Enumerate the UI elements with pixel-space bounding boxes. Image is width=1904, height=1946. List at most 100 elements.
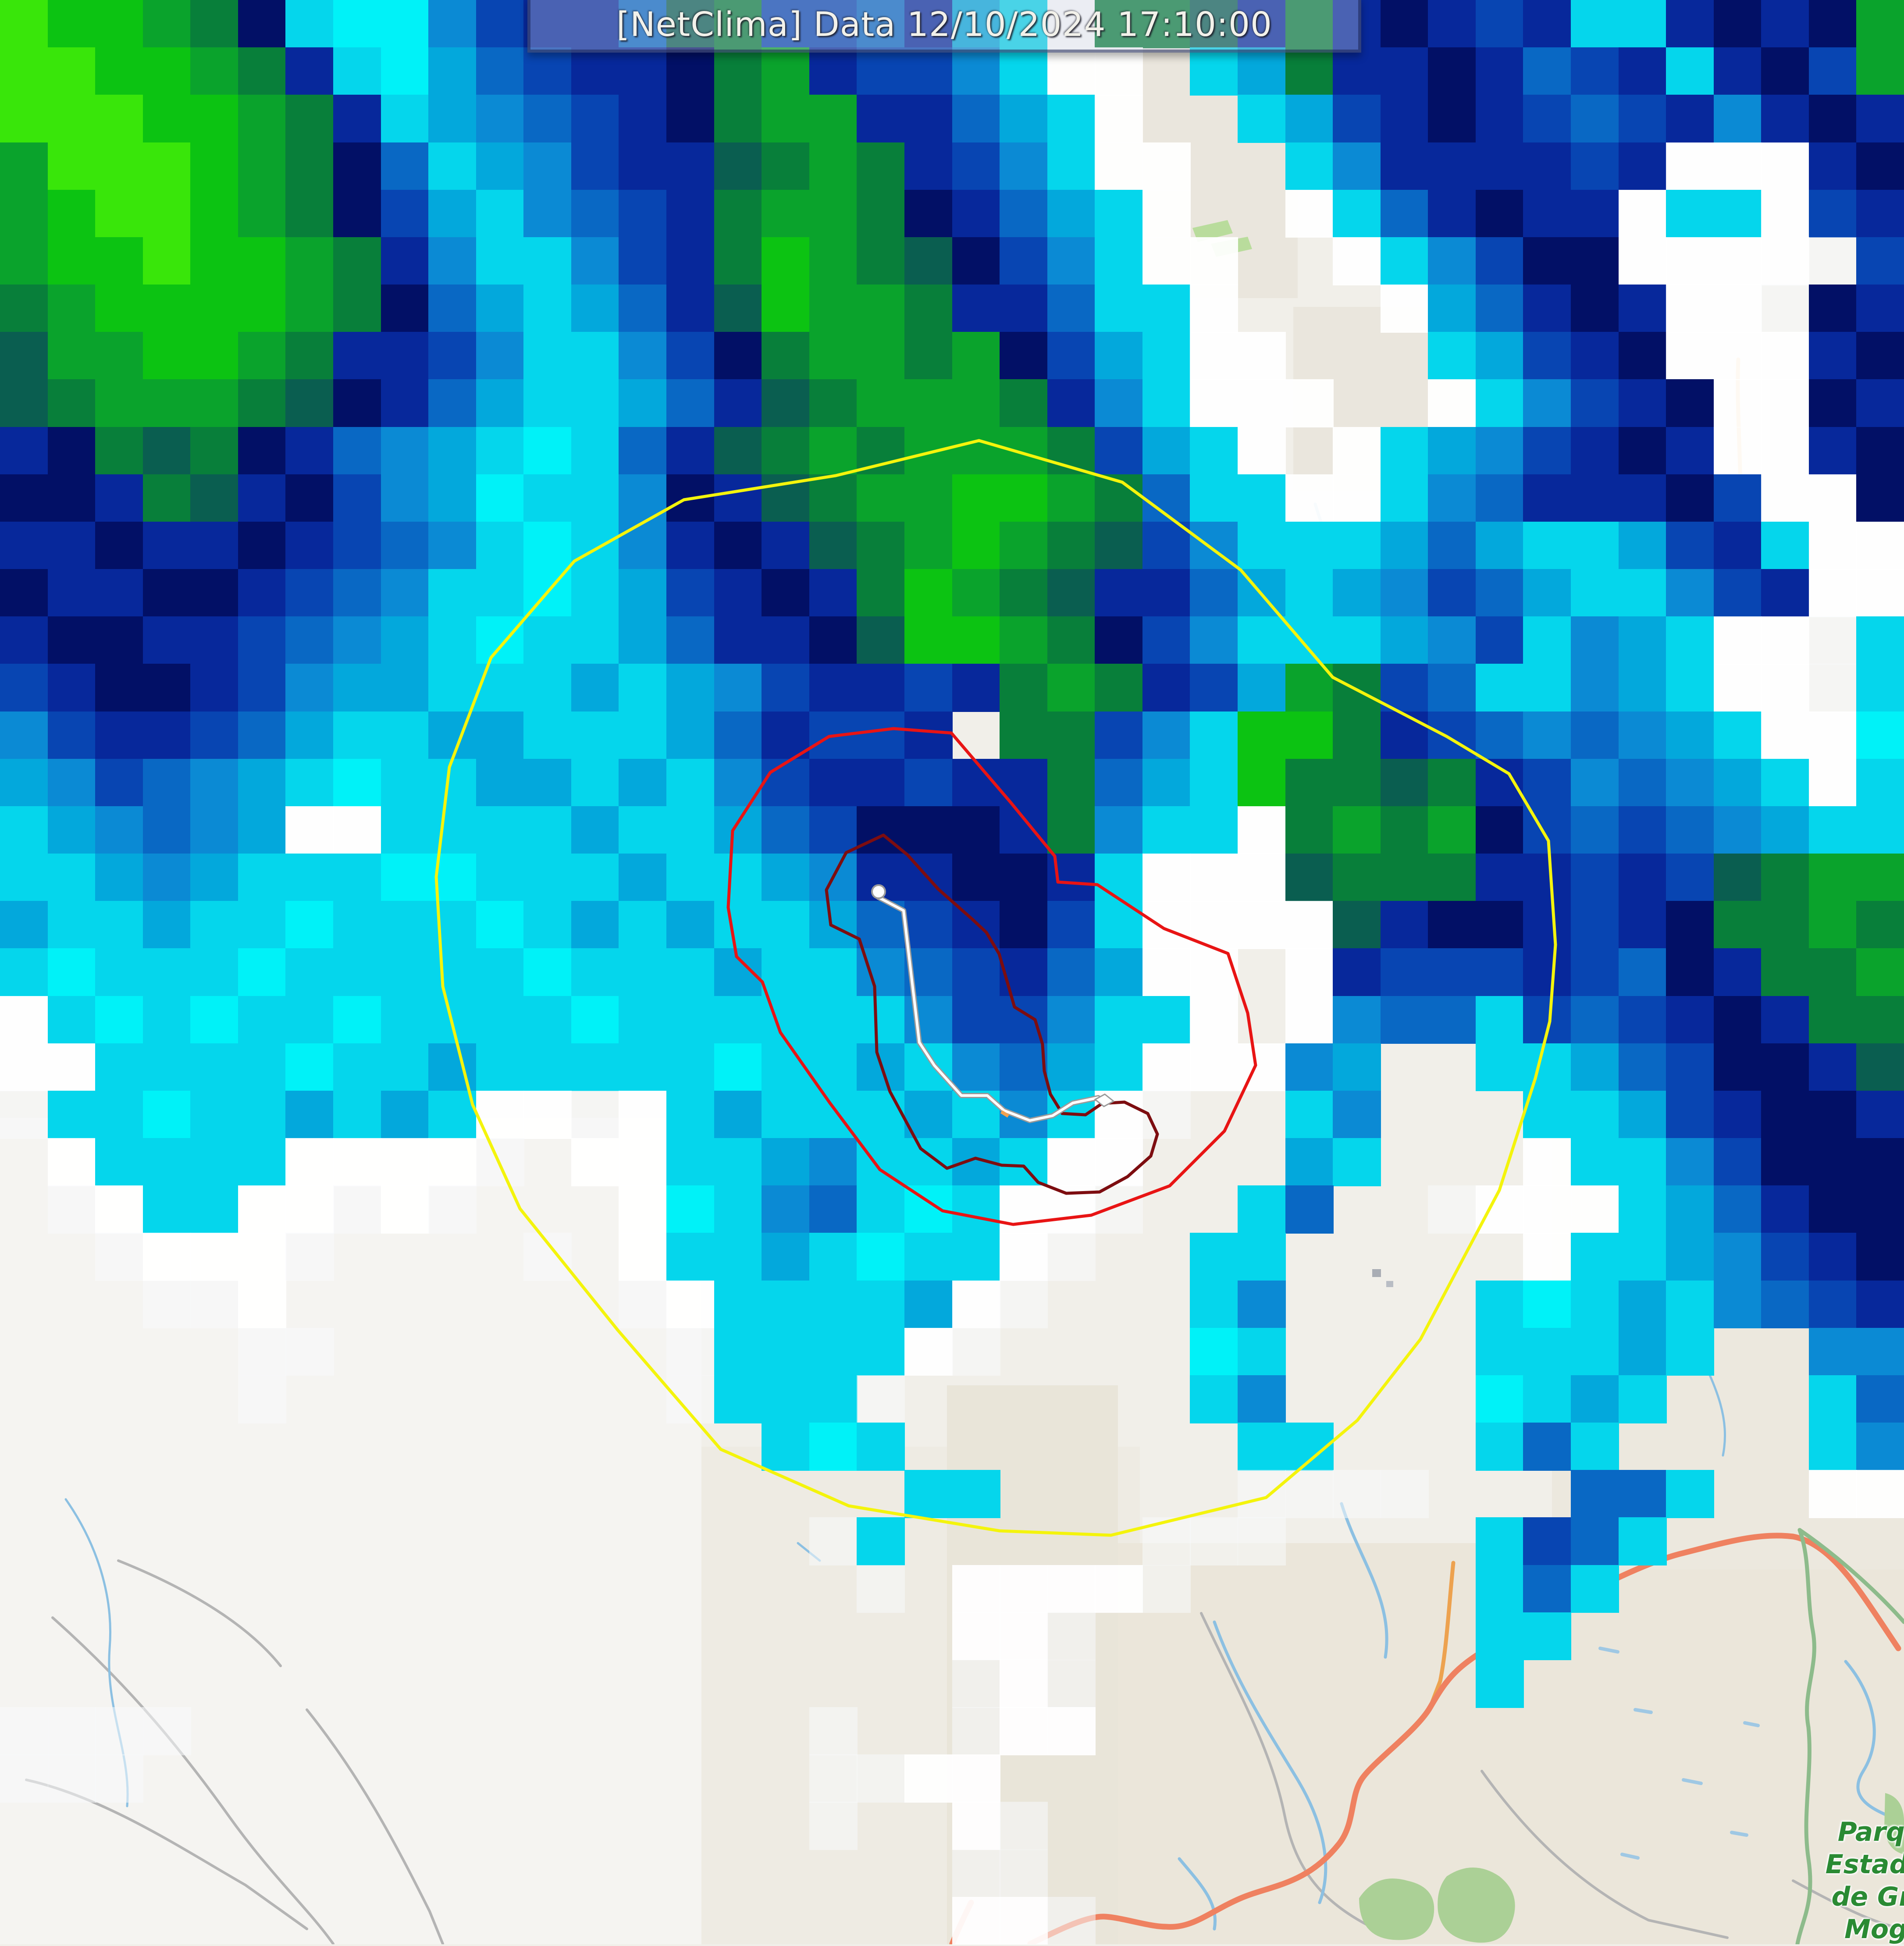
radar-cell (1856, 806, 1904, 854)
radar-cell (142, 758, 191, 807)
radar-cell (381, 711, 429, 760)
radar-cell (857, 1754, 905, 1803)
radar-cell (619, 901, 667, 949)
radar-cell (1761, 237, 1810, 285)
radar-cell (1713, 1280, 1762, 1329)
radar-cell (1190, 332, 1238, 380)
radar-cell (1428, 664, 1477, 712)
radar-cell (1475, 332, 1524, 380)
radar-cell (1856, 237, 1904, 285)
radar-cell (1333, 189, 1381, 238)
radar-cell (1428, 189, 1477, 238)
radar-cell (1428, 996, 1477, 1044)
radar-cell (238, 237, 286, 285)
radar-cell (0, 47, 49, 96)
radar-cell (190, 948, 239, 997)
radar-cell (714, 142, 762, 191)
radar-cell (1618, 474, 1667, 523)
radar-cell (285, 616, 334, 665)
radar-cell (666, 427, 715, 475)
forest-patch (1359, 1878, 1434, 1940)
radar-cell (952, 474, 1000, 523)
river (1178, 1857, 1217, 1931)
radar-cell (523, 521, 572, 570)
road (1480, 1770, 1729, 1939)
radar-cell (1475, 142, 1524, 191)
radar-cell (0, 379, 49, 428)
radar-cell (1856, 521, 1904, 570)
radar-cell (1713, 427, 1762, 475)
radar-cell (1570, 237, 1619, 285)
radar-cell (1808, 1423, 1857, 1471)
radar-cell (1856, 189, 1904, 238)
radar-cell (1666, 1280, 1715, 1329)
radar-cell (714, 806, 762, 854)
radar-cell (1047, 189, 1096, 238)
radar-cell (619, 379, 667, 428)
radar-cell (809, 1802, 858, 1850)
radar-cell (1618, 1517, 1667, 1566)
radar-cell (47, 616, 96, 665)
radar-cell (1618, 569, 1667, 617)
radar-cell (47, 758, 96, 807)
radar-cell (714, 47, 762, 96)
radar-cell (381, 948, 429, 997)
storm-contour-inner (825, 833, 1159, 1195)
radar-cell (428, 1185, 477, 1234)
radar-cell (1380, 569, 1429, 617)
radar-cell (714, 996, 762, 1044)
radar-cell (523, 142, 572, 191)
radar-cell (619, 285, 667, 333)
radar-cell (714, 474, 762, 523)
radar-cell (333, 237, 382, 285)
radar-cell (0, 237, 49, 285)
radar-cell (142, 1185, 191, 1234)
radar-cell (1285, 474, 1334, 523)
radar-cell (1618, 901, 1667, 949)
radar-cell (238, 806, 286, 854)
radar-cell (476, 569, 524, 617)
radar-cell (47, 1185, 96, 1234)
radar-cell (381, 758, 429, 807)
radar-cell (1000, 189, 1048, 238)
radar-cell (1047, 616, 1096, 665)
radar-cell (1570, 1327, 1619, 1376)
radar-cell (1237, 1327, 1286, 1376)
radar-cell (1000, 1707, 1048, 1755)
radar-cell (523, 806, 572, 854)
radar-cell (190, 1043, 239, 1092)
radar-cell (1761, 1138, 1810, 1186)
radar-cell (190, 996, 239, 1044)
radar-cell (1333, 616, 1381, 665)
radar-cell (1047, 711, 1096, 760)
radar-cell (1095, 0, 1143, 48)
radar-cell (1761, 189, 1810, 238)
radar-cell (1380, 854, 1429, 902)
radar-cell (523, 948, 572, 997)
storm-track (877, 896, 1100, 1122)
radar-cell (476, 237, 524, 285)
radar-cell (142, 521, 191, 570)
radar-cell (666, 1280, 715, 1329)
radar-cell (1428, 379, 1477, 428)
radar-cell (762, 1423, 810, 1471)
radar-cell (571, 47, 619, 96)
radar-cell (1095, 996, 1143, 1044)
radar-cell (1333, 1138, 1381, 1186)
radar-cell (476, 95, 524, 143)
radar-cell (1142, 806, 1191, 854)
radar-cell (95, 1043, 144, 1092)
radar-cell (1475, 806, 1524, 854)
radar-cell (1570, 1090, 1619, 1139)
radar-cell (857, 474, 905, 523)
radar-cell (47, 569, 96, 617)
radar-cell (1761, 711, 1810, 760)
radar-cell (1142, 237, 1191, 285)
radar-cell (857, 569, 905, 617)
radar-cell (0, 142, 49, 191)
radar-cell (476, 521, 524, 570)
radar-cell (0, 758, 49, 807)
radar-cell (1713, 569, 1762, 617)
radar-cell (666, 1185, 715, 1234)
radar-cell (0, 521, 49, 570)
